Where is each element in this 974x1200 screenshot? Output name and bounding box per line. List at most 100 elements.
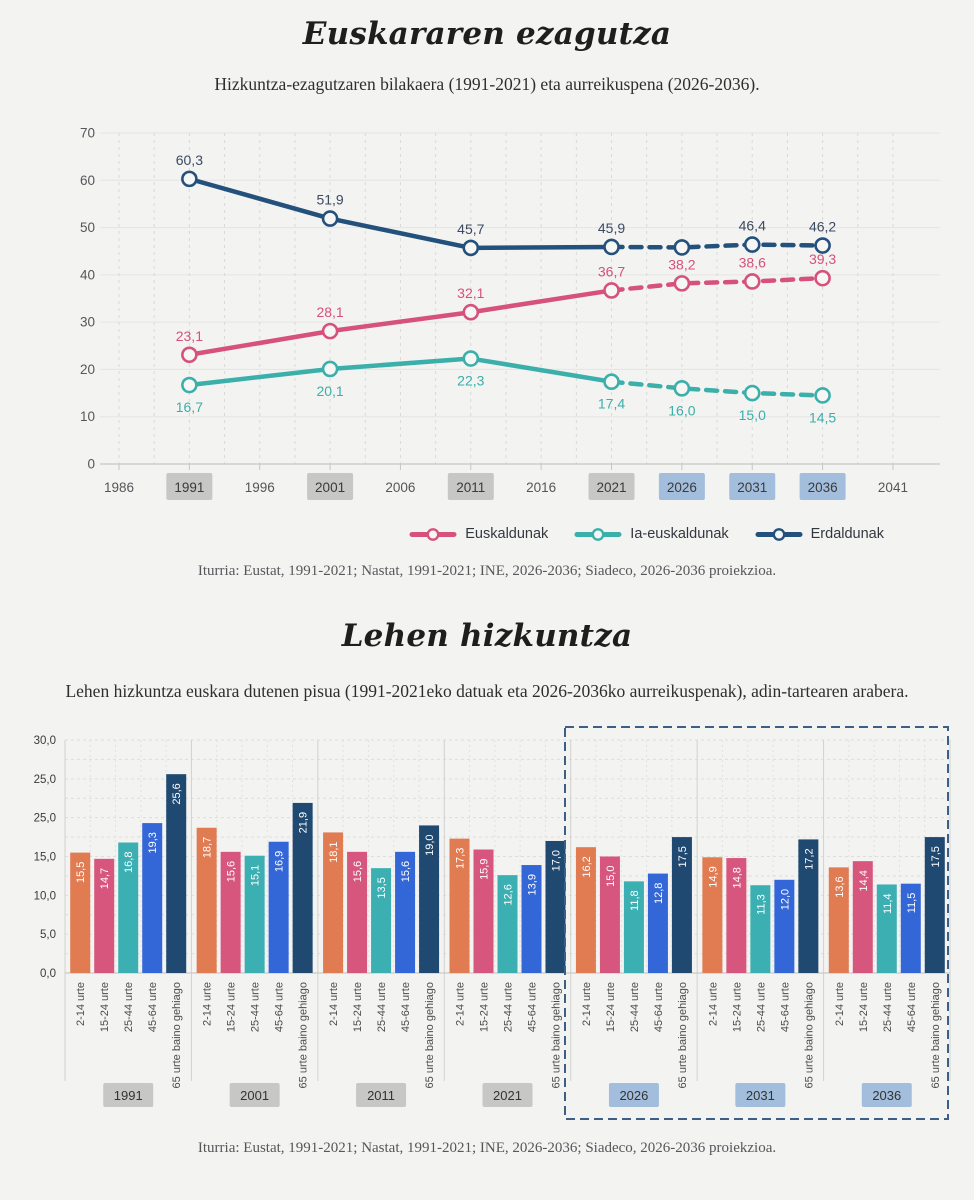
bar	[395, 851, 416, 973]
bar	[292, 802, 313, 973]
y-tick-label: 10,0	[34, 890, 56, 902]
legend-label: Euskaldunak	[465, 526, 549, 542]
age-category-label: 45-64 urte	[906, 982, 918, 1032]
bar	[371, 868, 392, 973]
bar	[726, 858, 747, 973]
bar-value-label: 11,5	[906, 893, 918, 914]
point-value-label: 16,7	[176, 399, 203, 415]
bar-value-label: 15,6	[352, 861, 364, 882]
knowledge-chart-title: Euskararen ezagutza	[302, 16, 672, 52]
bar-value-label: 15,6	[400, 861, 412, 882]
age-category-label: 45-64 urte	[147, 982, 159, 1032]
bar	[166, 774, 187, 973]
y-tick-label: 25,0	[34, 813, 56, 825]
line-point	[673, 239, 691, 256]
x-tick-label: 2031	[737, 480, 767, 495]
bar	[473, 849, 494, 973]
age-category-label: 2-14 urte	[834, 982, 846, 1026]
bar-value-label: 17,3	[455, 848, 467, 869]
projection-year-box	[658, 473, 705, 500]
bar	[449, 838, 470, 973]
language-knowledge-line-chart: 0 10 20 30 40 50 60 70 1986 1991 1996 2001 2006 2011 2…	[0, 120, 974, 512]
bar	[599, 856, 620, 973]
age-category-label: 65 urte baino gehiago	[803, 982, 815, 1088]
x-tick-label: 2016	[526, 480, 556, 495]
y-tick-label: 0	[87, 457, 95, 472]
line-point	[743, 273, 761, 290]
point-value-label: 36,7	[598, 263, 625, 279]
projection-year-box	[861, 1083, 912, 1107]
age-category-label: 45-64 urte	[779, 982, 791, 1032]
age-category-label: 25-44 urte	[755, 982, 767, 1032]
line-series-solid	[187, 288, 614, 358]
line-series-projection	[609, 275, 825, 293]
line-point	[181, 346, 198, 364]
bar-value-label: 13,6	[834, 876, 846, 897]
bar	[828, 867, 849, 973]
point-value-label: 46,4	[739, 218, 766, 234]
bar-value-label: 25,6	[171, 783, 183, 804]
bar	[876, 884, 897, 973]
bar-value-label: 14,7	[99, 868, 111, 889]
y-tick-label: 50	[80, 220, 95, 235]
y-tick-label: 40	[80, 267, 95, 282]
bar-value-label: 15,0	[605, 866, 617, 887]
x-tick-label: 1991	[174, 480, 204, 495]
y-tick-label: 15,0	[34, 852, 56, 864]
projection-year-box	[735, 1083, 786, 1107]
line-point	[321, 360, 339, 378]
line-point	[181, 170, 198, 188]
bar-value-label: 12,8	[653, 883, 665, 904]
age-category-label: 15-24 urte	[352, 982, 364, 1032]
bar-value-label: 12,6	[503, 884, 515, 905]
line-point	[743, 384, 761, 402]
legend-swatch-marker	[591, 527, 605, 541]
first-language-bar-chart: 30,0 25,0 25,0 15,0 10,0 5,0 0,0 15,5 2-14 urte 1…	[0, 723, 974, 1125]
point-value-label: 20,1	[316, 383, 343, 399]
year-box-label: 2021	[493, 1088, 522, 1103]
point-value-label: 60,3	[176, 152, 203, 168]
y-tick-label: 0,0	[40, 968, 56, 980]
point-value-label: 28,1	[316, 304, 343, 320]
age-category-label: 2-14 urte	[202, 982, 214, 1026]
legend-item-erdaldunak: Erdaldunak	[755, 526, 884, 542]
bar	[671, 837, 692, 973]
line-point	[462, 350, 480, 367]
first-language-chart-title: Lehen hizkuntza	[341, 618, 633, 654]
observed-year-box	[588, 473, 635, 500]
bar	[924, 837, 945, 973]
age-category-label: 45-64 urte	[274, 982, 286, 1032]
observed-year-box	[103, 1083, 154, 1107]
projection-year-box	[799, 473, 846, 500]
age-category-label: 15-24 urte	[99, 982, 111, 1032]
bar	[521, 865, 542, 973]
line-point	[321, 322, 339, 340]
age-category-label: 65 urte baino gehiago	[171, 982, 183, 1088]
age-category-label: 25-44 urte	[123, 982, 135, 1032]
bar	[94, 858, 115, 973]
bar-value-label: 15,6	[226, 861, 238, 882]
age-category-label: 65 urte baino gehiago	[930, 982, 942, 1088]
age-category-label: 65 urte baino gehiago	[551, 982, 563, 1088]
line-chart-legend: Euskaldunak Ia-euskaldunak Erdaldunak	[0, 521, 884, 547]
point-value-label: 23,1	[176, 328, 203, 344]
bar-value-label: 19,3	[147, 832, 159, 853]
point-value-label: 51,9	[316, 192, 343, 208]
legend-item-euskaldunak: Euskaldunak	[409, 526, 548, 542]
legend-swatch-marker	[772, 527, 786, 541]
bar-value-label: 17,0	[551, 850, 563, 871]
age-category-label: 25-44 urte	[376, 982, 388, 1032]
line-point	[814, 237, 831, 254]
line-point	[462, 239, 480, 257]
bar-value-label: 18,1	[328, 841, 340, 862]
line-point	[603, 282, 620, 299]
age-category-label: 25-44 urte	[629, 982, 641, 1032]
line-series-projection	[609, 242, 825, 250]
legend-label: Ia-euskaldunak	[630, 526, 729, 542]
bar	[268, 841, 289, 973]
x-tick-label: 2026	[667, 480, 697, 495]
point-value-label: 45,9	[598, 220, 625, 236]
legend-swatch-marker	[426, 527, 440, 541]
observed-year-box	[229, 1083, 280, 1107]
line-point	[814, 269, 831, 287]
